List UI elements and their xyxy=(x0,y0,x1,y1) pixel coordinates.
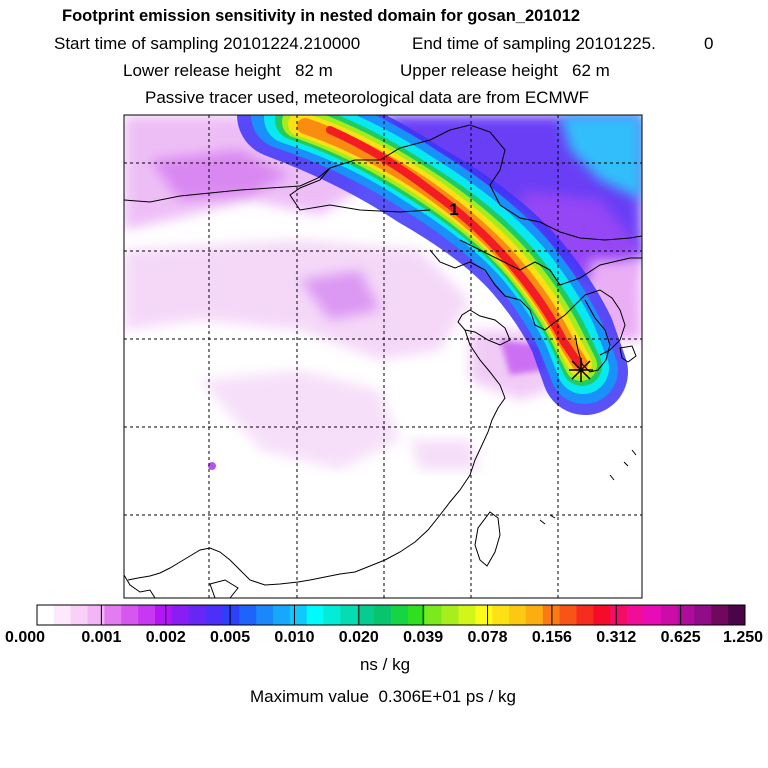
receptor-star-icon xyxy=(569,358,593,382)
coast-south xyxy=(127,547,299,586)
upper-release-height: Upper release height 62 m xyxy=(400,61,610,80)
colorbar-label: 0.625 xyxy=(660,629,701,646)
colorbar-swatch xyxy=(357,605,375,625)
plot-title: Footprint emission sensitivity in nested… xyxy=(62,7,581,25)
colorbar-swatch xyxy=(239,605,257,625)
colorbar-swatch xyxy=(475,605,493,625)
colorbar-swatch xyxy=(441,605,459,625)
colorbar-label: 0.078 xyxy=(467,629,508,646)
colorbar-swatch xyxy=(138,605,156,625)
colorbar-swatch xyxy=(694,605,712,625)
coast-shandong xyxy=(457,309,511,346)
colorbar-label: 0.020 xyxy=(338,629,379,646)
coast-ryukyu xyxy=(539,449,637,525)
coast-japan-kyushu xyxy=(619,345,637,363)
colorbar-swatch xyxy=(407,605,426,625)
colorbar-ticks xyxy=(36,605,746,625)
border-mongolia xyxy=(124,124,642,241)
colorbar-label: 0.156 xyxy=(531,629,572,646)
colorbar-units: ns / kg xyxy=(359,655,411,674)
colorbar-swatch xyxy=(323,605,341,625)
colorbar-swatch xyxy=(289,605,308,625)
colorbar-swatch xyxy=(559,605,577,625)
colorbar-label: 0.000 xyxy=(4,629,46,646)
colorbar-swatch xyxy=(340,605,358,625)
colorbar-swatch xyxy=(37,605,55,625)
colorbar-swatch xyxy=(273,605,291,625)
colorbar-swatch xyxy=(391,605,409,625)
colorbar-swatch xyxy=(542,605,561,625)
plume-band-red xyxy=(326,126,583,368)
colorbar-swatch xyxy=(53,605,72,625)
coast-korea xyxy=(574,299,611,373)
coast-gulf-tonkin xyxy=(124,574,156,598)
colorbar-swatch xyxy=(188,605,207,625)
coastlines xyxy=(124,124,642,598)
patch-south-light xyxy=(200,370,400,470)
colorbar-swatch xyxy=(610,605,628,625)
colorbar-label: 0.039 xyxy=(403,629,444,646)
patch-central xyxy=(124,240,470,360)
colorbar-swatch xyxy=(728,605,746,625)
plume-label: 1 xyxy=(449,200,458,219)
coast-taiwan xyxy=(474,511,501,567)
colorbar-swatch xyxy=(256,605,274,625)
colorbar-swatch xyxy=(593,605,611,625)
colorbar-label: 0.010 xyxy=(274,629,315,646)
colorbar-swatch xyxy=(171,605,190,625)
patch-central-dark xyxy=(300,270,380,320)
colorbar-swatch xyxy=(205,605,223,625)
colorbar-swatch xyxy=(643,605,662,625)
colorbar xyxy=(37,605,746,625)
colorbar-swatch xyxy=(155,605,173,625)
tracer-info: Passive tracer used, meteorological data… xyxy=(145,88,590,107)
start-time-label: Start time of sampling 20101224.210000 xyxy=(54,34,361,53)
colorbar-swatch xyxy=(70,605,89,625)
map-frame xyxy=(123,114,643,599)
patch-taiwan-west xyxy=(410,440,480,470)
colorbar-swatch xyxy=(306,605,325,625)
coast-east-china xyxy=(297,329,506,583)
colorbar-label: 0.001 xyxy=(81,629,122,646)
coast-hainan xyxy=(209,579,239,598)
maximum-value: Maximum value 0.306E+01 ps / kg xyxy=(250,687,516,706)
colorbar-swatch xyxy=(660,605,679,625)
graticule xyxy=(124,115,642,598)
sensitivity-field xyxy=(124,115,642,470)
colorbar-swatch xyxy=(492,605,510,625)
colorbar-swatch xyxy=(458,605,476,625)
isolated-dot xyxy=(208,462,216,470)
colorbar-swatch xyxy=(121,605,139,625)
colorbar-swatch xyxy=(87,605,105,625)
lower-release-height: Lower release height 82 m xyxy=(123,61,333,80)
colorbar-swatch xyxy=(222,605,240,625)
colorbar-label: 0.005 xyxy=(210,629,251,646)
colorbar-label: 1.250 xyxy=(722,629,764,646)
border-inner-mongolia xyxy=(289,167,431,213)
colorbar-swatch xyxy=(677,605,695,625)
end-time-value: 0 xyxy=(704,34,714,53)
colorbar-swatch xyxy=(576,605,594,625)
plume xyxy=(237,115,628,415)
colorbar-swatch xyxy=(711,605,729,625)
colorbar-swatch xyxy=(509,605,527,625)
patch-east-cyan xyxy=(560,115,642,200)
colorbar-label: 0.002 xyxy=(145,629,186,646)
colorbar-swatch xyxy=(104,605,122,625)
colorbar-swatch xyxy=(627,605,645,625)
colorbar-label: 0.312 xyxy=(596,629,637,646)
coast-bohai xyxy=(429,249,626,356)
end-time-label: End time of sampling 20101225. xyxy=(412,34,656,53)
colorbar-swatch xyxy=(525,605,544,625)
colorbar-swatch xyxy=(374,605,392,625)
colorbar-swatch xyxy=(424,605,443,625)
border-manchuria xyxy=(459,239,642,286)
